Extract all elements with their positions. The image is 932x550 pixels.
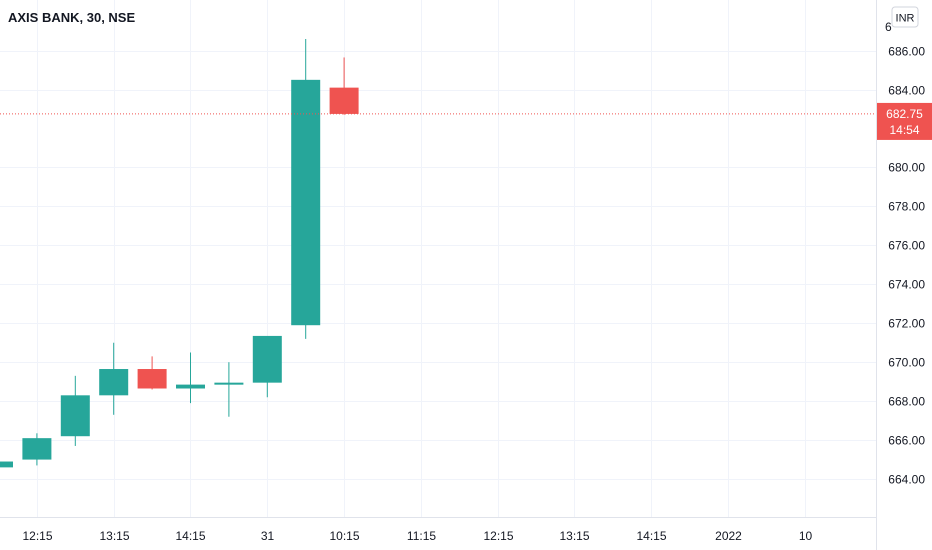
- candle-up: [22, 433, 52, 466]
- candle-body: [22, 438, 52, 460]
- y-tick-label-partial: 6: [885, 20, 892, 34]
- y-tick-label: 670.00: [888, 356, 925, 370]
- candle-body: [99, 369, 129, 396]
- y-tick-label: 666.00: [888, 434, 925, 448]
- x-tick-label: 13:15: [559, 529, 589, 543]
- last-price-label-background: [877, 102, 932, 140]
- currency-label: INR: [896, 13, 915, 25]
- currency-badge[interactable]: INR: [891, 6, 919, 28]
- grid: [0, 0, 877, 518]
- currency-badge-frame: [891, 6, 919, 28]
- y-tick-label: 678.00: [888, 200, 925, 214]
- x-tick-label: 31: [261, 529, 275, 543]
- bar-countdown: 14:54: [889, 123, 919, 137]
- candle-down: [329, 57, 359, 115]
- candle-up: [176, 352, 205, 404]
- price-axis-background: [877, 0, 932, 550]
- candles: [0, 38, 359, 468]
- candle-up: [0, 461, 13, 468]
- x-tick-label: 10:15: [329, 529, 359, 543]
- x-tick-label: 14:15: [636, 529, 666, 543]
- y-tick-label: 674.00: [888, 278, 925, 292]
- x-tick-label: 11:15: [407, 529, 436, 543]
- candle-down: [137, 356, 167, 390]
- candle-body: [291, 79, 321, 326]
- candle-body: [60, 395, 90, 437]
- candle-up: [214, 362, 244, 417]
- y-tick-label: 684.00: [888, 84, 925, 98]
- y-tick-label: 664.00: [888, 473, 925, 487]
- last-price-value: 682.75: [886, 107, 923, 121]
- candle-body: [214, 382, 244, 385]
- y-tick-label: 676.00: [888, 239, 925, 253]
- candle-up: [291, 38, 321, 339]
- y-tick-label: 672.00: [888, 317, 925, 331]
- candle-up: [252, 335, 282, 398]
- y-tick-label: 668.00: [888, 395, 925, 409]
- last-price-label: 682.75 14:54: [877, 102, 932, 140]
- candle-body: [252, 335, 282, 383]
- x-tick-label: 14:15: [175, 529, 205, 543]
- x-tick-label: 12:15: [22, 529, 52, 543]
- chart-title: AXIS BANK, 30, NSE: [8, 10, 135, 25]
- x-tick-label: 13:15: [99, 529, 129, 543]
- time-axis[interactable]: 12:15 13:15 14:15 31 10:15 11:15 12:15 13:15 14:…: [22, 529, 812, 543]
- candle-body: [0, 461, 13, 468]
- candle-body: [329, 87, 359, 114]
- x-tick-label: 10: [799, 529, 813, 543]
- y-tick-label: 680.00: [888, 161, 925, 175]
- price-axis[interactable]: 664.00 666.00 668.00 670.00 672.00 674.00 676.…: [885, 20, 925, 487]
- y-tick-label: 686.00: [888, 45, 925, 59]
- candle-up: [60, 375, 90, 446]
- candle-up: [99, 342, 129, 415]
- candle-body: [176, 384, 205, 389]
- time-axis-background: [0, 518, 877, 550]
- candle-body: [137, 369, 167, 389]
- x-tick-label: 2022: [715, 529, 742, 543]
- x-tick-label: 12:15: [483, 529, 513, 543]
